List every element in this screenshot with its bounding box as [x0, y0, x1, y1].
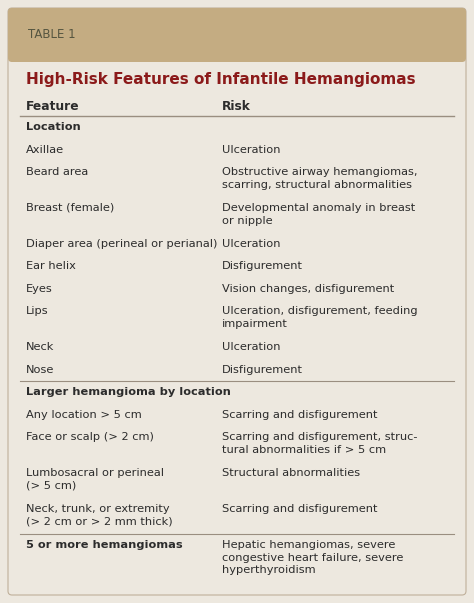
Text: TABLE 1: TABLE 1 — [28, 28, 76, 42]
Text: Ulceration: Ulceration — [222, 145, 281, 154]
Text: Scarring and disfigurement: Scarring and disfigurement — [222, 409, 377, 420]
Text: Axillae: Axillae — [26, 145, 64, 154]
Text: Ulceration, disfigurement, feeding
impairment: Ulceration, disfigurement, feeding impai… — [222, 306, 418, 329]
Text: Ulceration: Ulceration — [222, 239, 281, 249]
Text: Neck, trunk, or extremity
(> 2 cm or > 2 mm thick): Neck, trunk, or extremity (> 2 cm or > 2… — [26, 504, 173, 527]
Text: Diaper area (perineal or perianal): Diaper area (perineal or perianal) — [26, 239, 218, 249]
Text: Face or scalp (> 2 cm): Face or scalp (> 2 cm) — [26, 432, 154, 442]
Text: Structural abnormalities: Structural abnormalities — [222, 468, 360, 478]
Text: Ear helix: Ear helix — [26, 261, 76, 271]
Text: Scarring and disfigurement, struc-
tural abnormalities if > 5 cm: Scarring and disfigurement, struc- tural… — [222, 432, 418, 455]
Text: Neck: Neck — [26, 342, 55, 352]
Text: Larger hemangioma by location: Larger hemangioma by location — [26, 387, 231, 397]
Text: Feature: Feature — [26, 100, 80, 113]
Text: Beard area: Beard area — [26, 167, 88, 177]
Text: Disfigurement: Disfigurement — [222, 261, 303, 271]
Text: Lumbosacral or perineal
(> 5 cm): Lumbosacral or perineal (> 5 cm) — [26, 468, 164, 491]
Text: Eyes: Eyes — [26, 284, 53, 294]
FancyBboxPatch shape — [8, 8, 466, 595]
Text: Vision changes, disfigurement: Vision changes, disfigurement — [222, 284, 394, 294]
Text: Risk: Risk — [222, 100, 251, 113]
Text: Breast (female): Breast (female) — [26, 203, 114, 213]
Text: Obstructive airway hemangiomas,
scarring, structural abnormalities: Obstructive airway hemangiomas, scarring… — [222, 167, 418, 190]
Text: Scarring and disfigurement: Scarring and disfigurement — [222, 504, 377, 514]
Text: 5 or more hemangiomas: 5 or more hemangiomas — [26, 540, 182, 550]
Text: Disfigurement: Disfigurement — [222, 365, 303, 374]
Text: High-Risk Features of Infantile Hemangiomas: High-Risk Features of Infantile Hemangio… — [26, 72, 416, 87]
FancyBboxPatch shape — [8, 8, 466, 62]
Text: Location: Location — [26, 122, 81, 132]
Text: Hepatic hemangiomas, severe
congestive heart failure, severe
hyperthyroidism: Hepatic hemangiomas, severe congestive h… — [222, 540, 403, 575]
Text: Lips: Lips — [26, 306, 49, 317]
Text: Developmental anomaly in breast
or nipple: Developmental anomaly in breast or nippl… — [222, 203, 415, 226]
Text: Ulceration: Ulceration — [222, 342, 281, 352]
Text: Any location > 5 cm: Any location > 5 cm — [26, 409, 142, 420]
Text: Nose: Nose — [26, 365, 55, 374]
